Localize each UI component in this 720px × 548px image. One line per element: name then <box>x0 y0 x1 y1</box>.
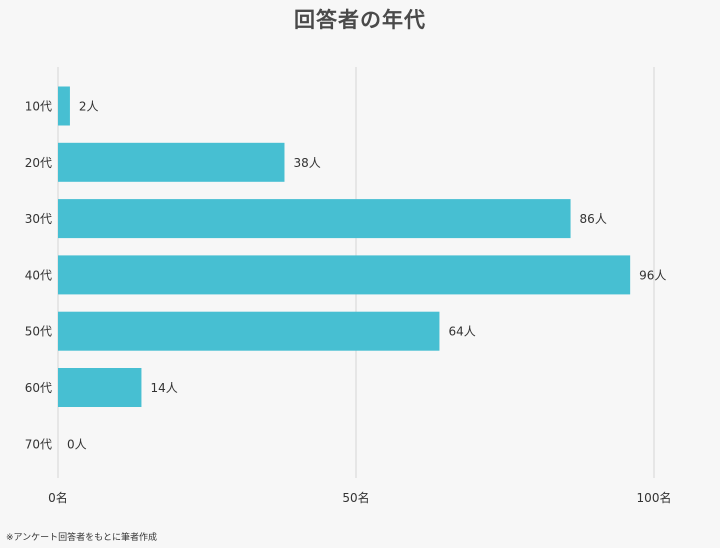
category-label: 20代 <box>25 156 52 170</box>
category-label: 30代 <box>25 212 52 226</box>
bars <box>58 86 631 407</box>
category-label: 60代 <box>25 381 52 395</box>
category-label: 10代 <box>25 100 52 114</box>
bar <box>58 142 285 182</box>
value-label: 96人 <box>639 268 666 282</box>
x-tick-label: 100名 <box>637 490 672 505</box>
bar <box>58 368 142 407</box>
x-tick-label: 50名 <box>342 490 369 505</box>
footnote: ※アンケート回答者をもとに筆者作成 <box>6 533 158 543</box>
value-label: 2人 <box>79 100 99 114</box>
value-label: 14人 <box>150 381 177 395</box>
chart-title: 回答者の年代 <box>294 8 426 32</box>
labels: 0名 50名 100名 10代 2人 20代 38人 30代 86人 40代 96人 50代 64人 60… <box>25 100 672 506</box>
value-label: 0人 <box>67 437 87 451</box>
category-label: 50代 <box>25 325 52 339</box>
bar <box>58 255 631 295</box>
value-label: 38人 <box>293 156 320 170</box>
bar <box>58 86 70 126</box>
value-label: 86人 <box>580 212 607 226</box>
category-label: 70代 <box>25 437 52 451</box>
category-label: 40代 <box>25 268 52 282</box>
bar <box>58 199 571 239</box>
value-label: 64人 <box>448 325 475 339</box>
x-tick-label: 0名 <box>48 490 68 505</box>
bar <box>58 311 440 351</box>
